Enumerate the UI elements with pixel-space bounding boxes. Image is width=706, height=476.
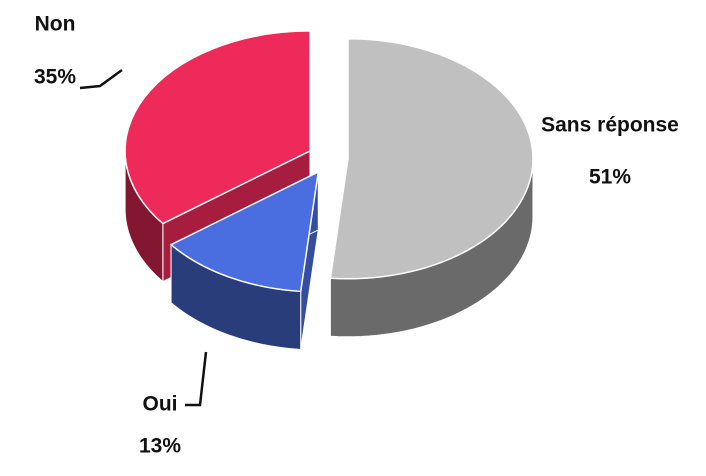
- slice: [169, 170, 320, 350]
- category-label: Oui: [143, 393, 178, 416]
- category-label: Non: [35, 13, 76, 36]
- leader-line: [79, 68, 123, 90]
- value-label: 35%: [34, 66, 76, 89]
- category-label: Sans réponse: [541, 114, 679, 137]
- slice-top: [329, 38, 534, 280]
- value-label: 51%: [589, 166, 631, 189]
- pie: [124, 30, 534, 350]
- value-label: 13%: [139, 435, 181, 458]
- leader-line: [185, 351, 208, 407]
- slice-top: [124, 30, 311, 225]
- slice: [329, 38, 534, 338]
- slice-top: [169, 170, 320, 293]
